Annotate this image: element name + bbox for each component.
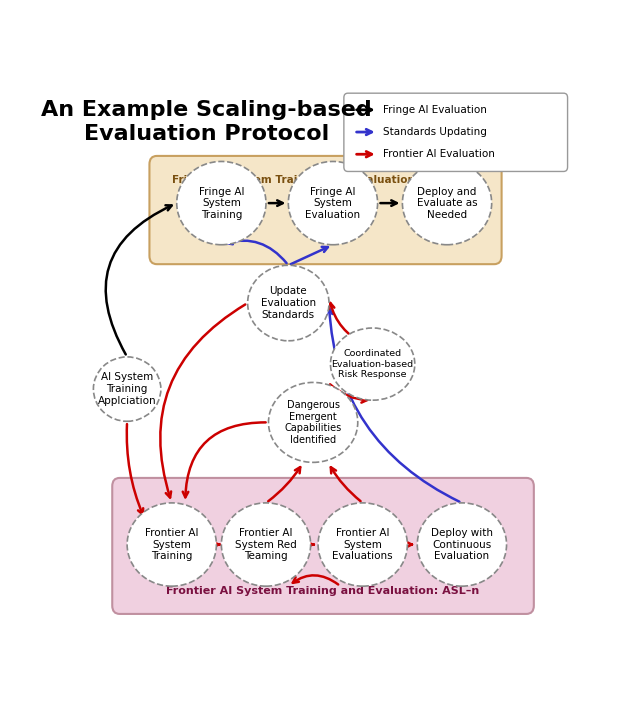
Text: Fringe AI Evaluation: Fringe AI Evaluation [383, 105, 486, 115]
FancyBboxPatch shape [344, 93, 568, 172]
Text: Frontier AI System Training and Evaluation: ASL–n: Frontier AI System Training and Evaluati… [166, 585, 479, 596]
Ellipse shape [177, 162, 266, 244]
Text: Coordinated
Evaluation-based
Risk Response: Coordinated Evaluation-based Risk Respon… [332, 349, 413, 379]
Ellipse shape [289, 162, 378, 244]
Text: Fringe AI
System
Evaluation: Fringe AI System Evaluation [305, 187, 360, 220]
FancyBboxPatch shape [150, 156, 502, 264]
Ellipse shape [403, 162, 492, 244]
Ellipse shape [318, 503, 407, 586]
Text: An Example Scaling-based
Evaluation Protocol: An Example Scaling-based Evaluation Prot… [41, 100, 372, 143]
Ellipse shape [248, 265, 329, 341]
Ellipse shape [330, 328, 415, 400]
Ellipse shape [127, 503, 216, 586]
Text: AI System
Training
Applciation: AI System Training Applciation [98, 373, 156, 406]
Text: Fringe AI System Training and Evaluation: ASL–[n–1]: Fringe AI System Training and Evaluation… [172, 174, 479, 185]
Text: Deploy with
Continuous
Evaluation: Deploy with Continuous Evaluation [431, 528, 493, 561]
Ellipse shape [269, 382, 358, 462]
Text: Standards Updating: Standards Updating [383, 127, 486, 137]
FancyBboxPatch shape [112, 478, 534, 614]
Text: Frontier AI
System Red
Teaming: Frontier AI System Red Teaming [235, 528, 297, 561]
Text: Fringe AI
System
Training: Fringe AI System Training [198, 187, 244, 220]
Ellipse shape [417, 503, 507, 586]
Text: Frontier AI Evaluation: Frontier AI Evaluation [383, 149, 495, 159]
Ellipse shape [221, 503, 310, 586]
Ellipse shape [93, 357, 161, 421]
Text: Dangerous
Emergent
Capabilities
Identified: Dangerous Emergent Capabilities Identifi… [285, 400, 342, 445]
Text: Update
Evaluation
Standards: Update Evaluation Standards [260, 286, 316, 319]
Text: Frontier AI
System
Training: Frontier AI System Training [145, 528, 198, 561]
Text: Frontier AI
System
Evaluations: Frontier AI System Evaluations [332, 528, 393, 561]
Text: Deploy and
Evaluate as
Needed: Deploy and Evaluate as Needed [417, 187, 477, 220]
